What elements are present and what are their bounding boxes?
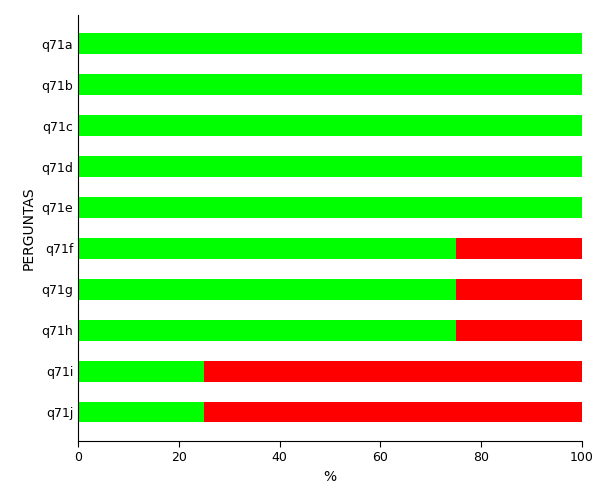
Bar bbox=[204, 361, 582, 381]
Bar bbox=[456, 238, 582, 259]
Bar bbox=[78, 361, 204, 381]
Bar bbox=[456, 279, 582, 300]
X-axis label: %: % bbox=[323, 470, 337, 484]
Bar bbox=[78, 238, 456, 259]
Bar bbox=[78, 402, 204, 422]
Bar bbox=[78, 34, 582, 54]
Bar bbox=[78, 156, 582, 177]
Y-axis label: PERGUNTAS: PERGUNTAS bbox=[22, 186, 36, 270]
Bar bbox=[78, 197, 582, 218]
Bar bbox=[204, 402, 582, 422]
Bar bbox=[78, 279, 456, 300]
Bar bbox=[78, 320, 456, 341]
Bar bbox=[78, 115, 582, 136]
Bar bbox=[456, 320, 582, 341]
Bar bbox=[78, 75, 582, 95]
